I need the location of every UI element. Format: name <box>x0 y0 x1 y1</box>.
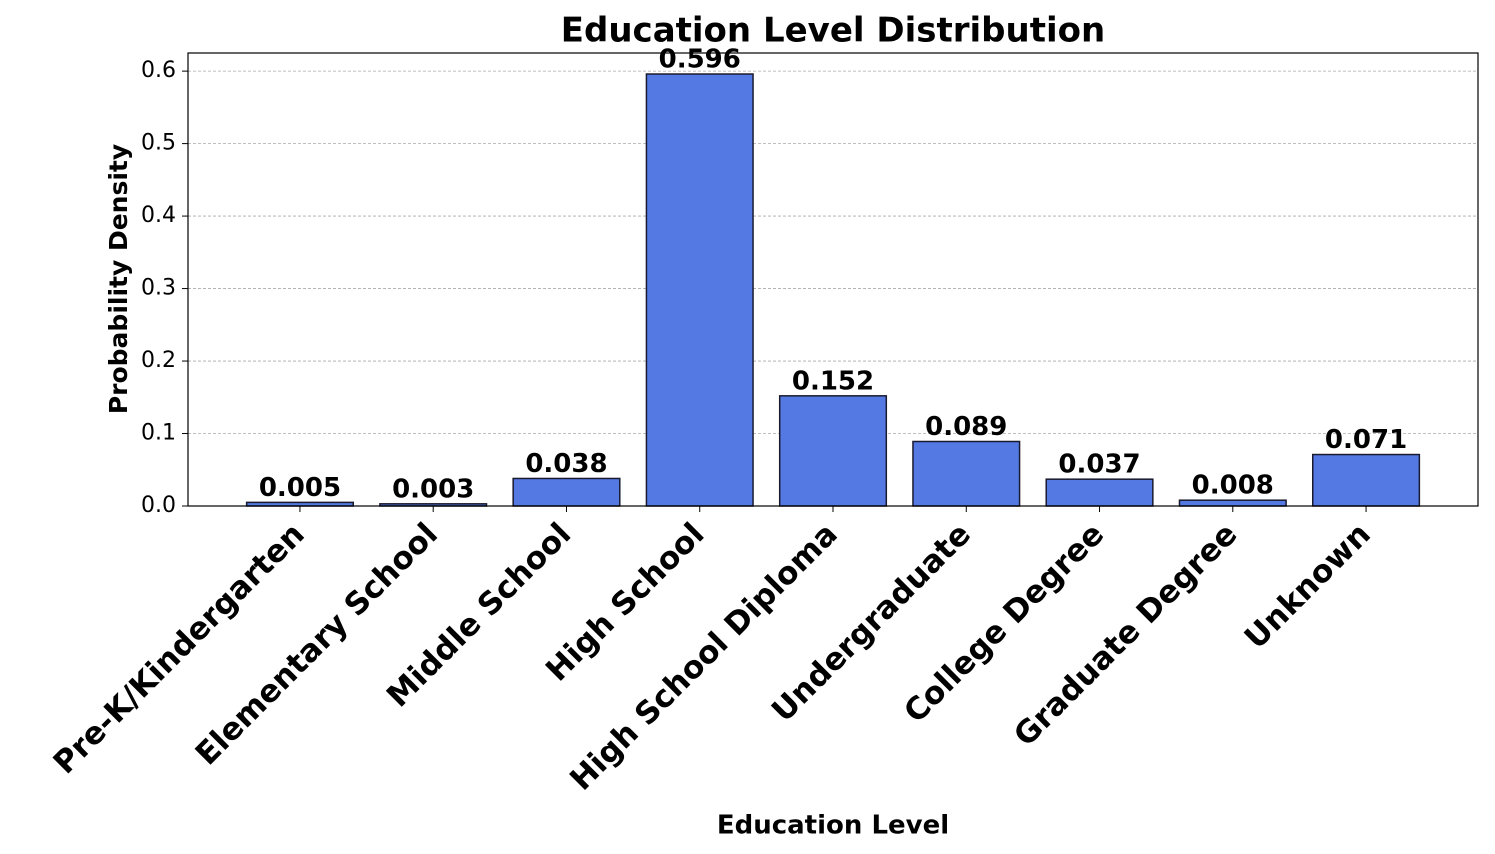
value-label: 0.037 <box>1058 450 1140 480</box>
bar <box>778 395 888 507</box>
x-tick-label: Pre-K/Kindergarten <box>47 516 312 781</box>
y-tick-label: 0.6 <box>141 58 176 83</box>
x-tick-label: Elementary School <box>189 516 445 772</box>
value-label: 0.089 <box>925 412 1007 442</box>
y-tick-label: 0.3 <box>141 276 176 301</box>
chart-title: Education Level Distribution <box>561 11 1105 51</box>
value-label: 0.152 <box>792 366 874 396</box>
bar <box>512 477 621 507</box>
y-tick-label: 0.5 <box>141 131 176 156</box>
y-tick-label: 0.4 <box>141 203 176 228</box>
x-tick-label: Unknown <box>1238 516 1378 656</box>
y-tick-label: 0.0 <box>141 493 176 518</box>
value-label: 0.038 <box>525 449 607 479</box>
value-label: 0.005 <box>259 473 341 503</box>
bar <box>1045 478 1154 507</box>
x-tick-label: Graduate Degree <box>1007 516 1244 753</box>
bar <box>912 440 1021 507</box>
x-axis-label: Education Level <box>717 811 949 841</box>
value-label: 0.596 <box>659 45 741 75</box>
value-label: 0.071 <box>1325 425 1407 455</box>
x-tick-label: High School Diploma <box>563 516 845 798</box>
bar <box>1312 453 1421 507</box>
y-tick-label: 0.2 <box>141 348 176 373</box>
y-axis-label: Probability Density <box>104 144 133 414</box>
value-label: 0.008 <box>1192 471 1274 501</box>
plot-frame <box>187 52 1479 507</box>
value-label: 0.003 <box>392 474 474 504</box>
y-tick-label: 0.1 <box>141 421 176 446</box>
bar <box>645 73 754 507</box>
bar <box>1178 499 1287 507</box>
